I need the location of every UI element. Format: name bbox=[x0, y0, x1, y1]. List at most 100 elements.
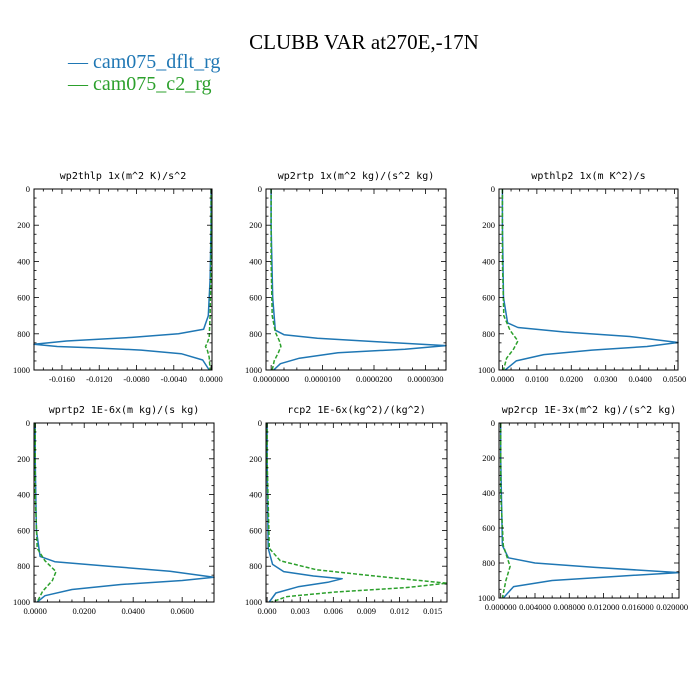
panel-title: rcp2 1E-6x(kg^2)/(kg^2) bbox=[287, 405, 425, 416]
x-tick-label: 0.0600 bbox=[170, 606, 193, 616]
x-tick-label: 0.0200 bbox=[73, 606, 96, 616]
series-line-dflt bbox=[33, 189, 212, 371]
y-tick-label: 400 bbox=[17, 490, 30, 500]
y-tick-label: 600 bbox=[249, 293, 262, 303]
plot-frame bbox=[265, 422, 448, 603]
panel-1: wp2thlp 1x(m^2 K)/s^2 0 200 400 600 800 1000 -0… bbox=[13, 171, 223, 384]
plot-frame bbox=[265, 188, 447, 371]
y-tick-label: 800 bbox=[482, 329, 495, 339]
x-tick-label: 0.000 bbox=[258, 606, 277, 616]
x-tick-label: 0.020000 bbox=[656, 602, 688, 612]
y-tick-label: 600 bbox=[17, 525, 30, 535]
y-tick-label: 0 bbox=[258, 184, 262, 194]
plot-frame bbox=[33, 422, 215, 603]
x-tick-label: 0.012000 bbox=[588, 602, 620, 612]
y-tick-label: 600 bbox=[17, 293, 30, 303]
series-line-dflt bbox=[266, 423, 343, 603]
panel-5: rcp2 1E-6x(kg^2)/(kg^2) 0 200 400 600 800 1000… bbox=[245, 405, 448, 616]
plot-frame bbox=[498, 422, 680, 599]
panel-6: wp2rcp 1E-3x(m^2 kg)/(s^2 kg) 0 200 400 600 8… bbox=[478, 405, 688, 612]
y-tick-label: 200 bbox=[17, 454, 30, 464]
legend-entry-dflt: — cam075_dflt_rg bbox=[67, 51, 220, 73]
series-line-dflt bbox=[270, 189, 447, 371]
y-tick-label: 200 bbox=[482, 220, 495, 230]
y-tick-label: 0 bbox=[491, 184, 495, 194]
x-tick-label: 0.006 bbox=[324, 606, 343, 616]
x-tick-label: 0.0200 bbox=[560, 374, 583, 384]
series-line-dflt bbox=[499, 423, 680, 599]
figure-title: CLUBB VAR at270E,-17N bbox=[249, 30, 479, 54]
y-tick-label: 1000 bbox=[478, 593, 495, 603]
y-tick-label: 400 bbox=[17, 256, 30, 266]
y-tick-label: 0 bbox=[491, 418, 495, 428]
series-line-c2 bbox=[34, 423, 57, 603]
series-line-c2 bbox=[270, 189, 282, 371]
x-tick-label: 0.0000200 bbox=[356, 374, 392, 384]
x-tick-label: 0.0400 bbox=[628, 374, 651, 384]
panels: wp2thlp 1x(m^2 K)/s^2 0 200 400 600 800 1000 -0… bbox=[13, 171, 688, 616]
y-tick-label: 400 bbox=[482, 488, 495, 498]
panel-3: wpthlp2 1x(m K^2)/s 0 200 400 600 800 10000.00… bbox=[478, 171, 686, 384]
y-tick-label: 1000 bbox=[13, 365, 30, 375]
y-tick-label: 400 bbox=[482, 256, 495, 266]
x-tick-label: -0.0160 bbox=[49, 374, 75, 384]
y-tick-label: 800 bbox=[482, 558, 495, 568]
y-tick-label: 800 bbox=[249, 329, 262, 339]
y-tick-label: 200 bbox=[249, 454, 262, 464]
panel-2: wp2rtp 1x(m^2 kg)/(s^2 kg) 0 200 400 600 800 1… bbox=[245, 171, 447, 384]
y-tick-label: 200 bbox=[482, 453, 495, 463]
y-tick-label: 800 bbox=[17, 561, 30, 571]
y-tick-label: 600 bbox=[482, 523, 495, 533]
x-tick-label: 0.004000 bbox=[519, 602, 551, 612]
y-tick-label: 400 bbox=[249, 256, 262, 266]
x-tick-label: 0.0000 bbox=[491, 374, 514, 384]
x-tick-label: 0.0000300 bbox=[407, 374, 443, 384]
x-tick-label: 0.015 bbox=[423, 606, 442, 616]
x-tick-label: 0.008000 bbox=[553, 602, 585, 612]
x-tick-label: -0.0040 bbox=[161, 374, 187, 384]
x-tick-label: 0.0000 bbox=[199, 374, 222, 384]
series-line-dflt bbox=[34, 423, 215, 603]
x-tick-label: 0.0500 bbox=[663, 374, 686, 384]
legend-entry-c2: — cam075_c2_rg bbox=[67, 73, 212, 95]
x-tick-label: 0.0100 bbox=[525, 374, 548, 384]
y-tick-label: 200 bbox=[17, 220, 30, 230]
y-tick-label: 0 bbox=[26, 184, 30, 194]
y-tick-label: 600 bbox=[249, 525, 262, 535]
y-tick-label: 1000 bbox=[13, 597, 30, 607]
x-tick-label: -0.0080 bbox=[123, 374, 149, 384]
y-tick-label: 1000 bbox=[245, 365, 262, 375]
x-tick-label: 0.000000 bbox=[485, 602, 517, 612]
x-tick-label: 0.003 bbox=[291, 606, 310, 616]
series-line-dflt bbox=[501, 189, 679, 371]
x-tick-label: -0.0120 bbox=[86, 374, 112, 384]
series-line-c2 bbox=[266, 423, 448, 603]
x-tick-label: 0.0000000 bbox=[253, 374, 289, 384]
y-tick-label: 1000 bbox=[478, 365, 495, 375]
y-tick-label: 200 bbox=[249, 220, 262, 230]
y-tick-label: 1000 bbox=[245, 597, 262, 607]
series-line-c2 bbox=[501, 189, 519, 371]
panel-title: wprtp2 1E-6x(m kg)/(s kg) bbox=[49, 405, 200, 416]
panel-title: wpthlp2 1x(m K^2)/s bbox=[531, 171, 645, 182]
x-tick-label: 0.0300 bbox=[594, 374, 617, 384]
y-tick-label: 600 bbox=[482, 293, 495, 303]
series-line-c2 bbox=[499, 423, 511, 599]
y-tick-label: 0 bbox=[26, 418, 30, 428]
x-tick-label: 0.0000100 bbox=[305, 374, 341, 384]
x-tick-label: 0.0400 bbox=[121, 606, 144, 616]
panel-title: wp2rcp 1E-3x(m^2 kg)/(s^2 kg) bbox=[502, 405, 677, 416]
y-tick-label: 800 bbox=[249, 561, 262, 571]
panel-title: wp2rtp 1x(m^2 kg)/(s^2 kg) bbox=[278, 171, 435, 182]
plot-frame bbox=[33, 188, 213, 371]
plot-frame bbox=[498, 188, 679, 371]
panel-4: wprtp2 1E-6x(m kg)/(s kg) 0 200 400 600 800 10… bbox=[13, 405, 215, 616]
y-tick-label: 400 bbox=[249, 490, 262, 500]
x-tick-label: 0.016000 bbox=[622, 602, 654, 612]
panel-title: wp2thlp 1x(m^2 K)/s^2 bbox=[60, 171, 186, 182]
x-tick-label: 0.012 bbox=[390, 606, 409, 616]
y-tick-label: 800 bbox=[17, 329, 30, 339]
x-tick-label: 0.0000 bbox=[24, 606, 47, 616]
y-tick-label: 0 bbox=[258, 418, 262, 428]
